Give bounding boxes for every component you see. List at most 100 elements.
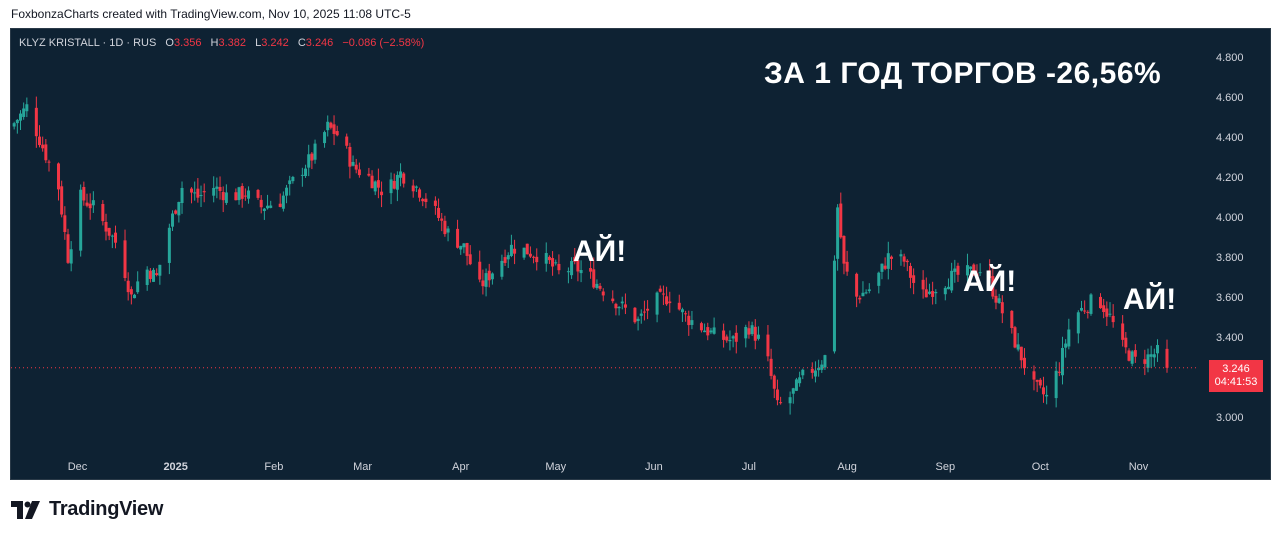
- candle-body: [25, 104, 29, 112]
- candle-body: [158, 264, 162, 276]
- y-tick-label: 3.000: [1216, 412, 1244, 424]
- candle-body: [380, 191, 384, 196]
- candle-body: [174, 210, 178, 214]
- candle-body: [1032, 371, 1036, 380]
- candle-body: [85, 202, 89, 206]
- candle-body: [661, 293, 665, 295]
- candle-body: [823, 355, 827, 368]
- candle-body: [1102, 305, 1106, 313]
- x-tick-label: Nov: [1129, 461, 1149, 473]
- candle-body: [810, 368, 814, 373]
- candle-body: [598, 285, 602, 289]
- candle-body: [218, 187, 222, 191]
- candle-body: [766, 334, 770, 357]
- candle-body: [509, 244, 513, 256]
- candle-body: [595, 283, 599, 288]
- candle-body: [221, 192, 225, 201]
- candle-body: [114, 232, 118, 243]
- candle-body: [532, 256, 536, 258]
- tradingview-logo[interactable]: TradingView: [11, 498, 163, 521]
- candle-body: [1035, 379, 1039, 382]
- candle-body: [202, 191, 206, 193]
- candle-body: [965, 265, 969, 276]
- candle-body: [107, 227, 111, 236]
- candle-body: [699, 323, 703, 331]
- candle-body: [133, 294, 137, 299]
- candle-body: [1060, 347, 1064, 376]
- candle-body: [335, 131, 339, 136]
- candle-body: [41, 144, 45, 149]
- candlestick-chart[interactable]: 4.800 4.600 4.400 4.200 4.000 3.800 3.600 3.400…: [11, 29, 1270, 479]
- candle-body: [969, 266, 973, 269]
- candle-body: [370, 175, 374, 189]
- candle-body: [832, 260, 836, 352]
- tradingview-wordmark: TradingView: [49, 498, 164, 520]
- x-tick-label: Apr: [452, 461, 469, 473]
- candle-body: [623, 304, 627, 308]
- candle-body: [1098, 296, 1102, 309]
- candle-body: [566, 271, 570, 273]
- candle-body: [1064, 343, 1068, 348]
- candle-body: [513, 248, 517, 254]
- x-tick-label: Feb: [264, 461, 283, 473]
- candle-body: [1054, 370, 1058, 399]
- candle-body: [278, 203, 282, 207]
- candle-body: [677, 302, 681, 310]
- chart-panel[interactable]: 4.800 4.600 4.400 4.200 4.000 3.800 3.600 3.400…: [10, 28, 1271, 480]
- change-value: −0.086 (−2.58%): [342, 37, 425, 49]
- chart-caption: FoxbonzaCharts created with TradingView.…: [11, 7, 411, 21]
- candle-body: [129, 289, 133, 295]
- candle-body: [953, 268, 957, 272]
- candle-body: [687, 315, 691, 326]
- candle-body: [972, 264, 976, 276]
- candle-body: [655, 292, 659, 315]
- candle-body: [389, 179, 393, 194]
- candle-body: [646, 308, 650, 311]
- candle-body: [570, 261, 574, 276]
- last-price-value: 3.246: [1222, 363, 1250, 375]
- x-tick-label: Jul: [742, 461, 756, 473]
- candle-body: [148, 270, 152, 279]
- candle-body: [300, 174, 304, 176]
- candle-body: [1165, 348, 1169, 368]
- symbol-legend[interactable]: KLYZ KRISTALL · 1D · RUS O3.356 H3.382 L…: [19, 37, 424, 49]
- candle-body: [82, 187, 86, 201]
- candle-body: [946, 286, 950, 290]
- candle-body: [224, 192, 228, 203]
- candle-body: [864, 292, 868, 294]
- candle-body: [152, 269, 156, 282]
- candle-body: [703, 330, 707, 333]
- candle-body: [706, 327, 710, 336]
- candle-body: [912, 275, 916, 283]
- candle-body: [522, 247, 526, 258]
- last-price-tag: 3.246 04:41:53: [1209, 360, 1263, 392]
- candle-body: [668, 301, 672, 304]
- close-label: C: [297, 37, 306, 49]
- candle-body: [690, 320, 694, 325]
- candle-body: [503, 257, 507, 263]
- candle-body: [1057, 371, 1061, 373]
- candle-body: [576, 260, 580, 272]
- candle-body: [487, 270, 491, 281]
- candle-body: [547, 256, 551, 261]
- symbol-name[interactable]: KLYZ KRISTALL · 1D · RUS: [19, 37, 157, 49]
- candle-body: [1130, 351, 1134, 364]
- candle-body: [22, 108, 26, 117]
- candle-body: [614, 303, 618, 309]
- candle-body: [1089, 294, 1093, 314]
- candle-body: [345, 136, 349, 146]
- candle-body: [34, 107, 38, 137]
- x-tick-label: Mar: [353, 461, 372, 473]
- candle-body: [500, 260, 504, 277]
- candle-body: [38, 136, 42, 146]
- candle-body: [1083, 310, 1087, 312]
- candle-body: [1010, 310, 1014, 328]
- candle-body: [199, 195, 203, 197]
- candle-body: [101, 203, 105, 222]
- candle-body: [262, 208, 266, 212]
- candle-body: [988, 270, 992, 279]
- candle-body: [589, 268, 593, 272]
- candle-body: [44, 144, 48, 161]
- candle-body: [180, 187, 184, 204]
- candle-body: [1019, 346, 1023, 361]
